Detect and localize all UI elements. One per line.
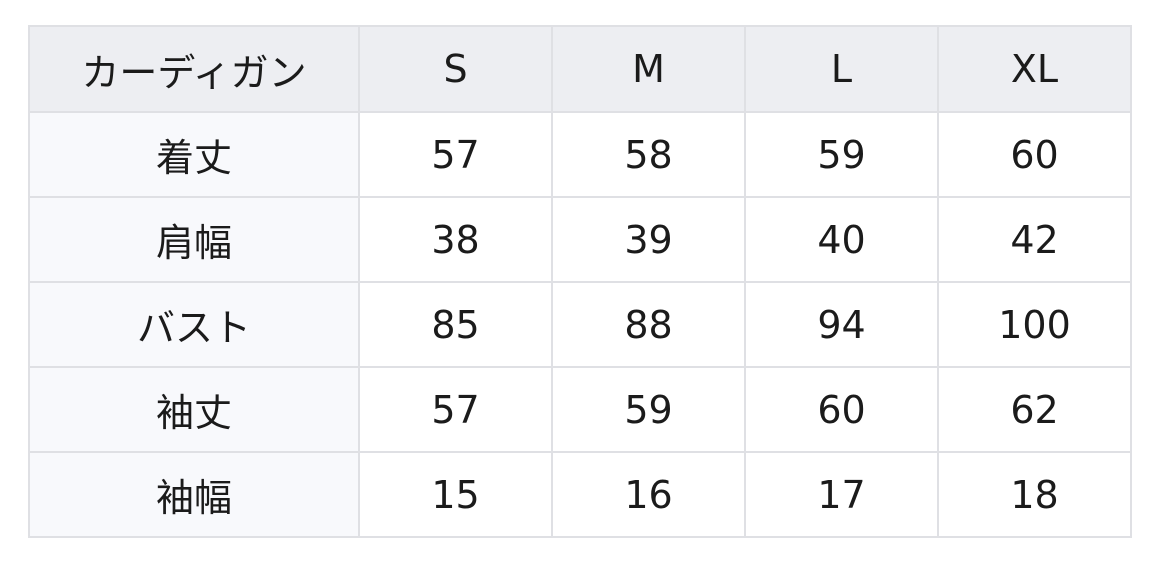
- cell-shoulder-s: 38: [358, 196, 553, 283]
- cell-sleeve-width-s: 15: [358, 451, 553, 538]
- row-label-sleeve-width: 袖幅: [28, 451, 360, 538]
- table-row-sleeve-length: 袖丈 57 59 60 62: [28, 366, 1132, 453]
- cell-bust-m: 88: [551, 281, 746, 368]
- cell-length-s: 57: [358, 111, 553, 198]
- cell-bust-l: 94: [744, 281, 939, 368]
- col-header-m: M: [551, 25, 746, 113]
- row-label-length: 着丈: [28, 111, 360, 198]
- table-row-length: 着丈 57 58 59 60: [28, 111, 1132, 198]
- cell-sleeve-width-l: 17: [744, 451, 939, 538]
- col-header-s: S: [358, 25, 553, 113]
- cell-bust-s: 85: [358, 281, 553, 368]
- cell-sleeve-length-xl: 62: [937, 366, 1132, 453]
- table-row-sleeve-width: 袖幅 15 16 17 18: [28, 451, 1132, 538]
- cell-length-m: 58: [551, 111, 746, 198]
- cell-sleeve-length-s: 57: [358, 366, 553, 453]
- cell-shoulder-m: 39: [551, 196, 746, 283]
- table-row-bust: バスト 85 88 94 100: [28, 281, 1132, 368]
- table-row-shoulder: 肩幅 38 39 40 42: [28, 196, 1132, 283]
- header-row: カーディガン S M L XL: [28, 25, 1132, 113]
- cell-bust-xl: 100: [937, 281, 1132, 368]
- cell-sleeve-length-m: 59: [551, 366, 746, 453]
- col-header-xl: XL: [937, 25, 1132, 113]
- cell-sleeve-width-m: 16: [551, 451, 746, 538]
- row-label-sleeve-length: 袖丈: [28, 366, 360, 453]
- cell-shoulder-xl: 42: [937, 196, 1132, 283]
- col-header-l: L: [744, 25, 939, 113]
- row-label-shoulder: 肩幅: [28, 196, 360, 283]
- cell-length-xl: 60: [937, 111, 1132, 198]
- size-chart-table: カーディガン S M L XL 着丈 57 58 59 60 肩幅 38 39 …: [28, 25, 1132, 538]
- cell-sleeve-width-xl: 18: [937, 451, 1132, 538]
- product-name-header: カーディガン: [28, 25, 360, 113]
- cell-sleeve-length-l: 60: [744, 366, 939, 453]
- row-label-bust: バスト: [28, 281, 360, 368]
- cell-length-l: 59: [744, 111, 939, 198]
- cell-shoulder-l: 40: [744, 196, 939, 283]
